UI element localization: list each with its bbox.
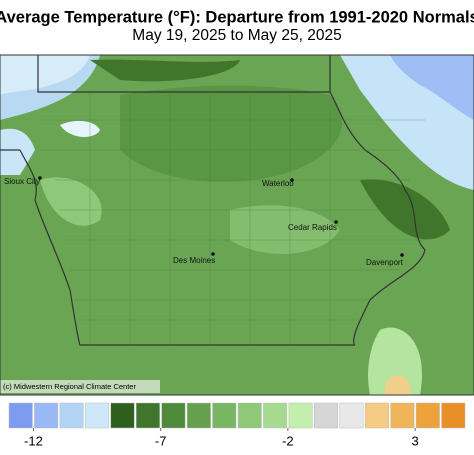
credit: (c) Midwestern Regional Climate Center — [3, 382, 136, 391]
legend-swatch — [263, 402, 288, 429]
legend-swatch — [85, 402, 110, 429]
city-label: Davenport — [366, 258, 404, 267]
legend-swatch — [186, 402, 211, 429]
city-label: Des Moines — [173, 256, 215, 265]
legend-swatch — [212, 402, 237, 429]
legend-swatch — [59, 402, 84, 429]
city-label: Waterloo — [262, 179, 294, 188]
legend-swatch — [237, 402, 262, 429]
title: Average Temperature (°F): Departure from… — [0, 8, 474, 26]
legend-swatch — [135, 402, 160, 429]
legend-swatch — [8, 402, 33, 429]
legend-tick-label: -12 — [24, 433, 43, 448]
city-label: Sioux City — [4, 177, 40, 186]
legend-swatch — [34, 402, 59, 429]
legend-swatch — [441, 402, 466, 429]
legend-swatch — [314, 402, 339, 429]
legend-swatch — [364, 402, 389, 429]
legend-swatch — [339, 402, 364, 429]
subtitle: May 19, 2025 to May 25, 2025 — [132, 27, 341, 44]
legend-swatch — [415, 402, 440, 429]
legend: -12 -7 -2 3 — [8, 402, 466, 448]
city-label: Cedar Rapids — [288, 223, 337, 232]
legend-swatch — [110, 402, 135, 429]
legend-tick-label: -2 — [282, 433, 294, 448]
legend-tick-label: -7 — [155, 433, 167, 448]
legend-tick-label: 3 — [411, 433, 418, 448]
legend-swatch — [161, 402, 186, 429]
legend-swatch — [288, 402, 313, 429]
legend-swatch — [390, 402, 415, 429]
map: Sioux City Waterloo Cedar Rapids Des Moi… — [0, 54, 474, 396]
